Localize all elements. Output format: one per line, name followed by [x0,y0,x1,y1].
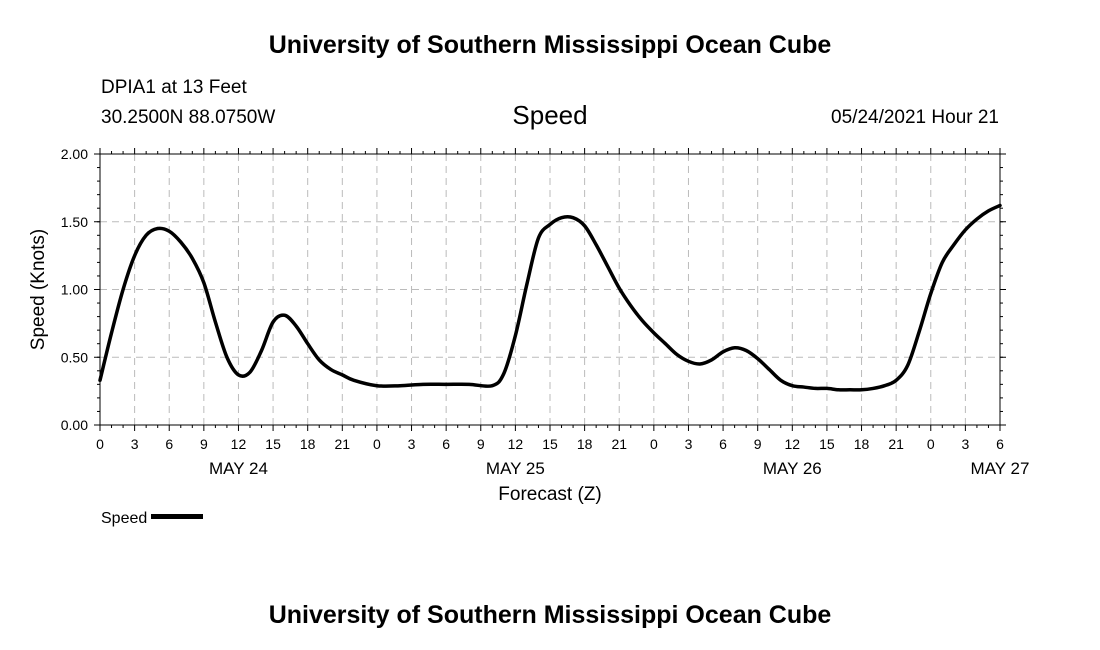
station-coordinates: 30.2500N 88.0750W [101,107,276,128]
x-tick-label: 0 [927,436,935,452]
x-tick-label: 9 [200,436,208,452]
variable-title: Speed [512,100,588,130]
x-tick-label: 15 [542,436,558,452]
x-tick-label: 6 [719,436,727,452]
x-tick-label: 6 [442,436,450,452]
x-tick-label: 15 [265,436,281,452]
x-day-label: MAY 25 [486,459,545,478]
x-tick-label: 3 [685,436,693,452]
x-tick-label: 6 [165,436,173,452]
y-tick-label: 2.00 [61,146,88,162]
series-line-speed [98,203,1002,392]
x-tick-label: 0 [96,436,104,452]
y-tick-label: 0.00 [61,417,88,433]
legend-label: Speed [101,510,148,527]
x-tick-label: 21 [611,436,627,452]
x-day-label: MAY 24 [209,459,268,478]
y-axis-title: Speed (Knots) [28,229,49,350]
x-tick-label: 0 [650,436,658,452]
x-tick-label: 9 [754,436,762,452]
x-day-label: MAY 27 [971,459,1030,478]
x-tick-label: 21 [335,436,351,452]
x-tick-label: 12 [508,436,524,452]
x-tick-label: 12 [231,436,247,452]
station-label: DPIA1 at 13 Feet [101,77,247,98]
chart-title-top: University of Southern Mississippi Ocean… [268,31,832,59]
x-tick-label: 3 [131,436,139,452]
x-axis-title: Forecast (Z) [498,484,601,505]
x-tick-label: 18 [854,436,870,452]
x-tick-label: 3 [408,436,416,452]
x-day-label: MAY 26 [763,459,822,478]
forecast-datetime: 05/24/2021 Hour 21 [831,107,999,128]
x-tick-label: 9 [477,436,485,452]
x-tick-label: 6 [996,436,1004,452]
x-tick-label: 3 [961,436,969,452]
y-tick-label: 1.00 [61,282,88,298]
x-tick-label: 15 [819,436,835,452]
x-tick-label: 0 [373,436,381,452]
y-tick-label: 1.50 [61,214,88,230]
x-tick-label: 18 [300,436,316,452]
y-tick-label: 0.50 [61,349,88,365]
legend-swatch [151,514,204,520]
x-tick-label: 18 [577,436,593,452]
x-tick-label: 12 [785,436,801,452]
legend: Speed [101,510,204,528]
x-tick-label: 21 [888,436,904,452]
chart-title-bottom: University of Southern Mississippi Ocean… [268,601,832,629]
plot-frame [99,153,1001,426]
